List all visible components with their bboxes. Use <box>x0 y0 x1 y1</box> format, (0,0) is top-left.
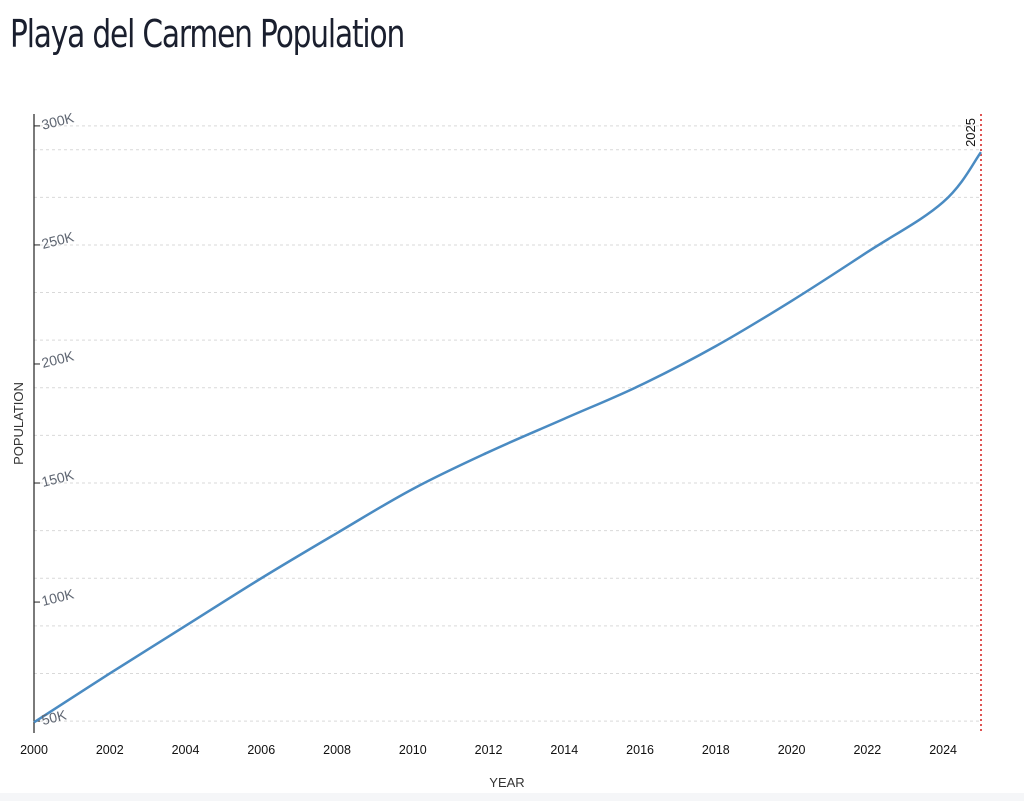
x-axis-title: YEAR <box>489 775 524 790</box>
x-tick-label-2020: 2020 <box>778 743 806 757</box>
x-tick-label-2004: 2004 <box>172 743 200 757</box>
labels: 50K 100K 150K 200K 250K 300K 2000 2002 2004 2006 2… <box>11 109 978 790</box>
x-tick-label-2006: 2006 <box>247 743 275 757</box>
y-tick-label-50K: 50K <box>40 706 69 728</box>
x-tick-label-2008: 2008 <box>323 743 351 757</box>
axes <box>33 114 40 733</box>
footer-strip <box>0 793 1024 801</box>
x-tick-label-2000: 2000 <box>20 743 48 757</box>
series-line-0 <box>33 151 983 724</box>
x-tick-label-2012: 2012 <box>475 743 503 757</box>
y-tick-label-250K: 250K <box>40 228 76 252</box>
x-tick-label-2024: 2024 <box>929 743 957 757</box>
series <box>33 151 983 724</box>
marker-label: 2025 <box>963 118 978 147</box>
y-tick-label-100K: 100K <box>40 585 76 609</box>
y-tick-label-300K: 300K <box>40 109 76 133</box>
x-tick-label-2016: 2016 <box>626 743 654 757</box>
page-title: Playa del Carmen Population <box>10 12 405 56</box>
x-tick-label-2010: 2010 <box>399 743 427 757</box>
y-tick-label-200K: 200K <box>40 347 76 371</box>
gridlines <box>34 125 981 722</box>
y-axis-title: POPULATION <box>11 382 26 465</box>
x-tick-label-2014: 2014 <box>550 743 578 757</box>
x-tick-label-2002: 2002 <box>96 743 124 757</box>
x-tick-label-2022: 2022 <box>853 743 881 757</box>
y-tick-label-150K: 150K <box>40 466 76 490</box>
x-tick-label-2018: 2018 <box>702 743 730 757</box>
